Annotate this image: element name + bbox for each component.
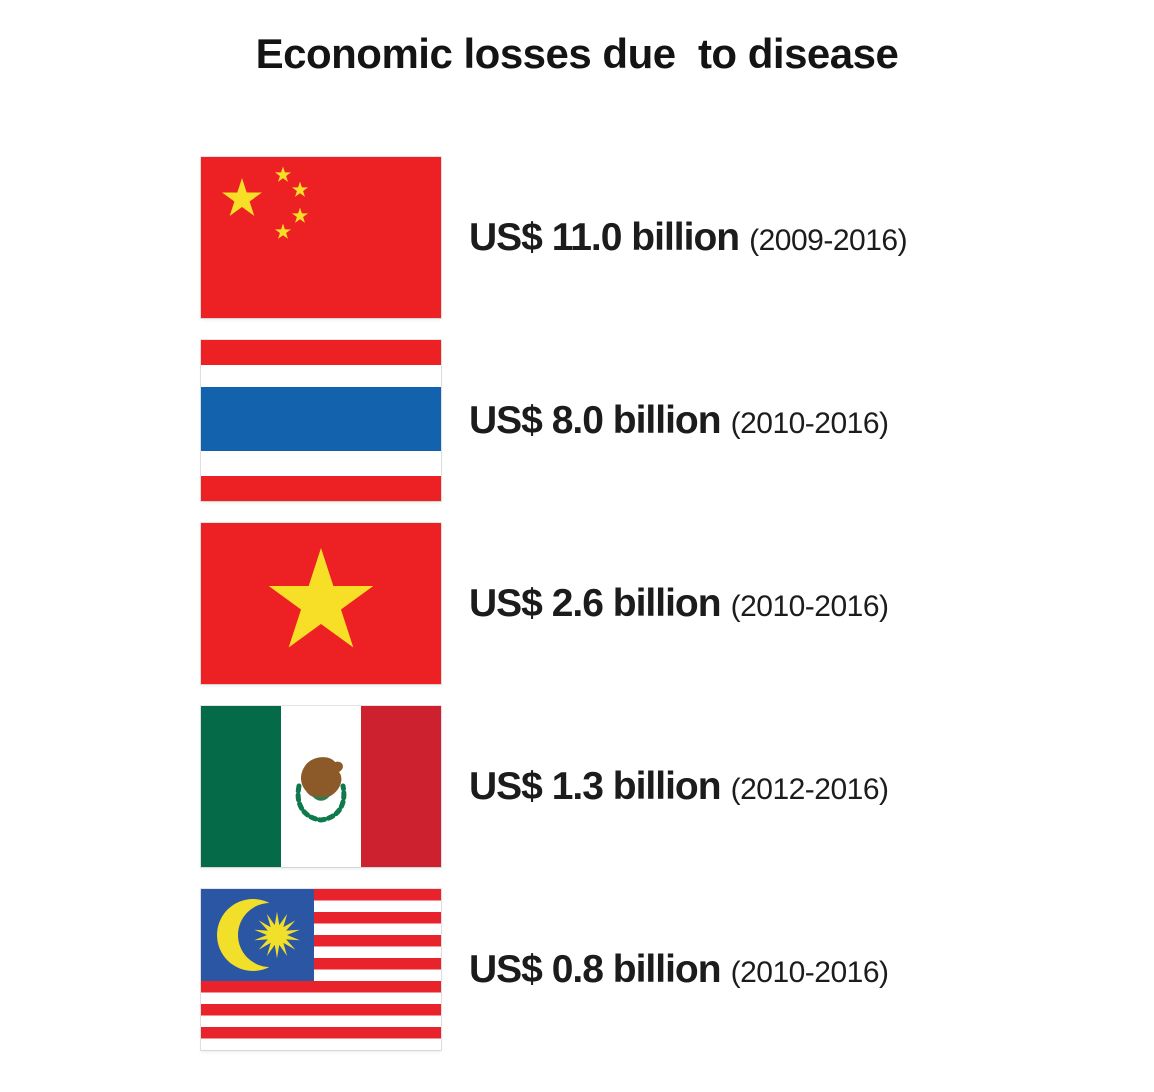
mexico-flag-icon xyxy=(201,706,441,867)
period-text: (2012-2016) xyxy=(730,772,889,806)
period-text: (2010-2016) xyxy=(730,955,889,989)
crescent-icon xyxy=(217,899,302,971)
china-flag-icon xyxy=(201,157,441,318)
amount-text: US$ 2.6 billion xyxy=(469,581,722,625)
period-text: (2009-2016) xyxy=(749,223,908,257)
amount-text: US$ 1.3 billion xyxy=(469,764,722,808)
flag-list: US$ 11.0 billion (2009-2016) US$ 8.0 bill… xyxy=(201,157,908,1072)
value-label: US$ 1.3 billion (2012-2016) xyxy=(469,765,889,809)
value-label: US$ 8.0 billion (2010-2016) xyxy=(469,399,889,443)
value-label: US$ 2.6 billion (2010-2016) xyxy=(469,582,889,626)
value-label: US$ 0.8 billion (2010-2016) xyxy=(469,948,889,992)
value-label: US$ 11.0 billion (2009-2016) xyxy=(469,215,908,260)
amount-text: US$ 0.8 billion xyxy=(469,947,722,991)
list-item-china: US$ 11.0 billion (2009-2016) xyxy=(201,157,908,318)
mexico-coat-of-arms-icon xyxy=(295,757,347,823)
vietnam-flag-icon xyxy=(201,523,441,684)
period-text: (2010-2016) xyxy=(730,589,889,623)
period-text: (2010-2016) xyxy=(730,406,889,440)
thailand-flag-icon xyxy=(201,340,441,501)
list-item-malaysia: US$ 0.8 billion (2010-2016) xyxy=(201,889,907,1050)
list-item-mexico: US$ 1.3 billion (2012-2016) xyxy=(201,706,907,867)
fourteen-point-star-icon xyxy=(254,911,300,959)
amount-text: US$ 8.0 billion xyxy=(469,398,722,442)
list-item-thailand: US$ 8.0 billion (2010-2016) xyxy=(201,340,907,501)
page-title: Economic losses due to disease xyxy=(255,30,899,77)
amount-text: US$ 11.0 billion xyxy=(469,215,740,259)
list-item-vietnam: US$ 2.6 billion (2010-2016) xyxy=(201,523,907,684)
malaysia-flag-icon xyxy=(201,889,441,1050)
